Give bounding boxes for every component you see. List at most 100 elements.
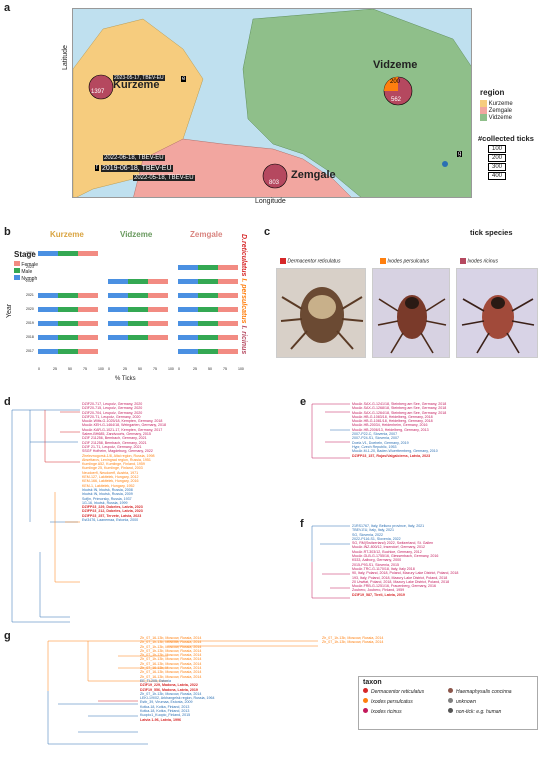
tree-tip-label: KEM-127, Lakitelek, Hungary, 2012 [82, 475, 139, 480]
tree-tip-label: DZIF19_229, Madona, Latvia, 2022 [140, 683, 198, 688]
tree-tip-label: DZIFP23_212, Dobeles, Latvia, 2023 [82, 509, 143, 514]
tree-e: MucAr-SAX-G-1241/18, Steinberg am See, G… [352, 402, 547, 458]
stage-bar-segment [198, 349, 218, 354]
c-swatch-3 [460, 258, 466, 264]
taxon-dot [448, 708, 453, 713]
tree-tip-label: MucAr-SAX-G-1268/18, Steinberg am See, G… [352, 406, 447, 411]
stage-bar-segment [178, 349, 198, 354]
tree-tip-label: Absettarov, Leningrad region, Russia, 19… [82, 457, 151, 462]
x-tick: 25 [193, 367, 197, 371]
tree-tip-label: Zh_07_1h-13b, Moscow, Russia, 2014 [140, 657, 202, 662]
x-tick: 50 [208, 367, 212, 371]
x-tick: 75 [223, 367, 227, 371]
tree-tip-label: DZIFP23_257, Tervete, Latvia, 2023 [82, 513, 142, 518]
count-zemgale: 803 [269, 180, 280, 186]
legend-kurzeme: Kurzeme [488, 101, 513, 108]
taxon-label: Ixodes ricinus [371, 709, 402, 715]
tree-tip-label: DZIF20-704, Leupolz, Germany, 2020 [82, 410, 143, 415]
tree-tip-label: SG, RM(Switzerland) 2022, Switzerland, S… [352, 541, 434, 546]
tree-tip-label: MucAr-GLB-G-1755/16, Giessenbach, German… [352, 554, 439, 559]
stage-bar-segment [198, 335, 218, 340]
stage-bar-segment [78, 293, 98, 298]
taxon-items: Dermacentor reticulatus Haemaphysalis con… [363, 688, 533, 715]
tree-tip-label: Zh_07_1h-13b, Moscow, Russia, 2014 [140, 648, 202, 653]
letter-f: f [95, 165, 99, 171]
tree-tip-label: KEM-166, Lakitelek, Hungary, 2016 [82, 479, 139, 484]
tree-g-right: Zh_07_1h-13b, Moscow, Russia, 2014 Zh_07_… [322, 636, 452, 645]
map-ylabel: Latitude [62, 45, 69, 70]
year-tick: 2017 [26, 349, 34, 353]
region-vidzeme [242, 9, 471, 197]
region-label-kurzeme: Kurzeme [113, 79, 160, 91]
tbev-label-4: 2022-05-18, TBEV-EU [133, 175, 195, 181]
tree-tip-label: 2015-P93-S1, Slovenia, 2015 [352, 562, 399, 567]
x-tick: 50 [68, 367, 72, 371]
letter-e: e [181, 76, 187, 82]
stage-bar-segment [128, 321, 148, 326]
x-tick: 100 [98, 367, 104, 371]
c-species-2: Ixodes persulcatus [380, 258, 429, 264]
ticks-legend: #collected ticks 100 200 300 400 [478, 134, 534, 180]
stage-bar-segment [218, 307, 238, 312]
year-tick: 2023 [26, 265, 34, 269]
stage-bar-segment [178, 279, 198, 284]
tree-tip-label: Zh_07_16-13b, Moscow, Russia, 2014 [140, 636, 202, 640]
ticks-size-300: 300 [488, 163, 506, 171]
tree-tip-label: MucAr-FRB-G-1251/16, Frauenberg, Germany… [352, 584, 437, 589]
panel-f-label: f [300, 518, 304, 530]
x-tick: 100 [238, 367, 244, 371]
stage-bar-segment [58, 293, 78, 298]
tree-tip-label: SG, Slovenia, 2022 [352, 532, 383, 537]
tree-tip-label: Zh_07_16-13b, Moscow, Russia, 2014 [140, 674, 202, 679]
tree-tip-label: DZIF 211256, Bernbach, Germany, 2021 [82, 436, 147, 441]
tree-tip-label: Zh_07_1h-13b, Moscow, Russia, 2014 [140, 640, 202, 645]
x-tick: 100 [168, 367, 174, 371]
legend-zemgale: Zemgale [488, 108, 513, 115]
tree-tip-label: DZIFP23_157, Rojas/Valgalciems, Latvia, … [352, 453, 431, 458]
stage-bar-segment [78, 349, 98, 354]
tree-tip-label: 90, Italy, Poland, 2018, Poland, Mazury … [352, 571, 459, 576]
stage-bars: 2024 2023 2022 2021 2020 2019 2018 2017 0 25 50 75 1… [26, 245, 244, 371]
stage-bar-segment [218, 293, 238, 298]
stage-bar-segment [148, 293, 168, 298]
stage-bar-segment [198, 307, 218, 312]
tree-tip-label: 21RS1767, Italy, Belluno province, Italy… [352, 524, 425, 528]
stage-female: Female [21, 262, 39, 268]
tree-tip-label: Zh_07_1h-13b, Moscow, Russia, 2014 [140, 653, 202, 658]
c-title: tick species [470, 228, 513, 237]
year-tick: 2020 [26, 307, 34, 311]
tree-tip-label: DZIF19_587, Tireli, Latvia, 2019 [352, 592, 405, 597]
x-tick: 75 [153, 367, 157, 371]
letter-g: g [457, 151, 463, 157]
pie-zemgale [262, 163, 288, 189]
x-tick: 0 [108, 367, 110, 371]
tree-tip-label: Zh_07_16-13b, Moscow, Russia, 2014 [140, 670, 202, 675]
tree-tip-label: 1G-16, Irkutsk, Russia, 1999 [82, 500, 128, 505]
tree-tip-label: MucAr-TRC-G-1170/18, Italy, Italy 2018 [352, 566, 415, 571]
tree-tip-label: Doelz-V1, Doebeln, Germany, 2019 [352, 440, 409, 445]
tree-tip-label: MucAr-SAX-G-1241/18, Steinberg am See, G… [352, 402, 447, 406]
count-kurzeme: 1397 [91, 89, 105, 95]
stage-bar-segment [78, 335, 98, 340]
tree-tip-label: MucAr-M-1-20, Baden-Wuerttemberg, German… [352, 449, 438, 454]
x-tick: 75 [83, 367, 87, 371]
region-label-zemgale: Zemgale [291, 169, 336, 181]
b-ylabel: Year [6, 303, 13, 318]
stage-bar-segment [148, 335, 168, 340]
stage-bar-segment [38, 307, 58, 312]
region-legend: region Kurzeme Zemgale Vidzeme [480, 88, 513, 121]
tree-f-branches [311, 525, 350, 599]
panel-d-label: d [4, 396, 11, 408]
stage-bar-segment [78, 321, 98, 326]
tree-d: DZIF20-717, Leupolz, Germany, 2020 DZIF20… [82, 402, 272, 522]
taxon-dot [363, 688, 368, 693]
tree-tip-label: MucAr-Wilts-G-1025/18, Kempten, Germany,… [82, 419, 163, 424]
year-tick: 2022 [26, 279, 34, 283]
c-species-3-label: Ixodes ricinus [467, 258, 498, 265]
tree-tip-label: Zh_07_1h-13b, Moscow, Russia, 2014 [322, 636, 384, 640]
legend-swatch-kurzeme [480, 100, 487, 107]
stage-bar-segment [128, 279, 148, 284]
b-species-labels: D.reticulatus I. persulcatus I. ricinus [240, 234, 247, 354]
tree-tip-label: Zh_07_16-13b, Moscow, Russia, 2014 [140, 661, 202, 666]
tree-tip-label: MucAr-RT-303/12, Buchloe, Germany, 2012 [352, 549, 422, 554]
